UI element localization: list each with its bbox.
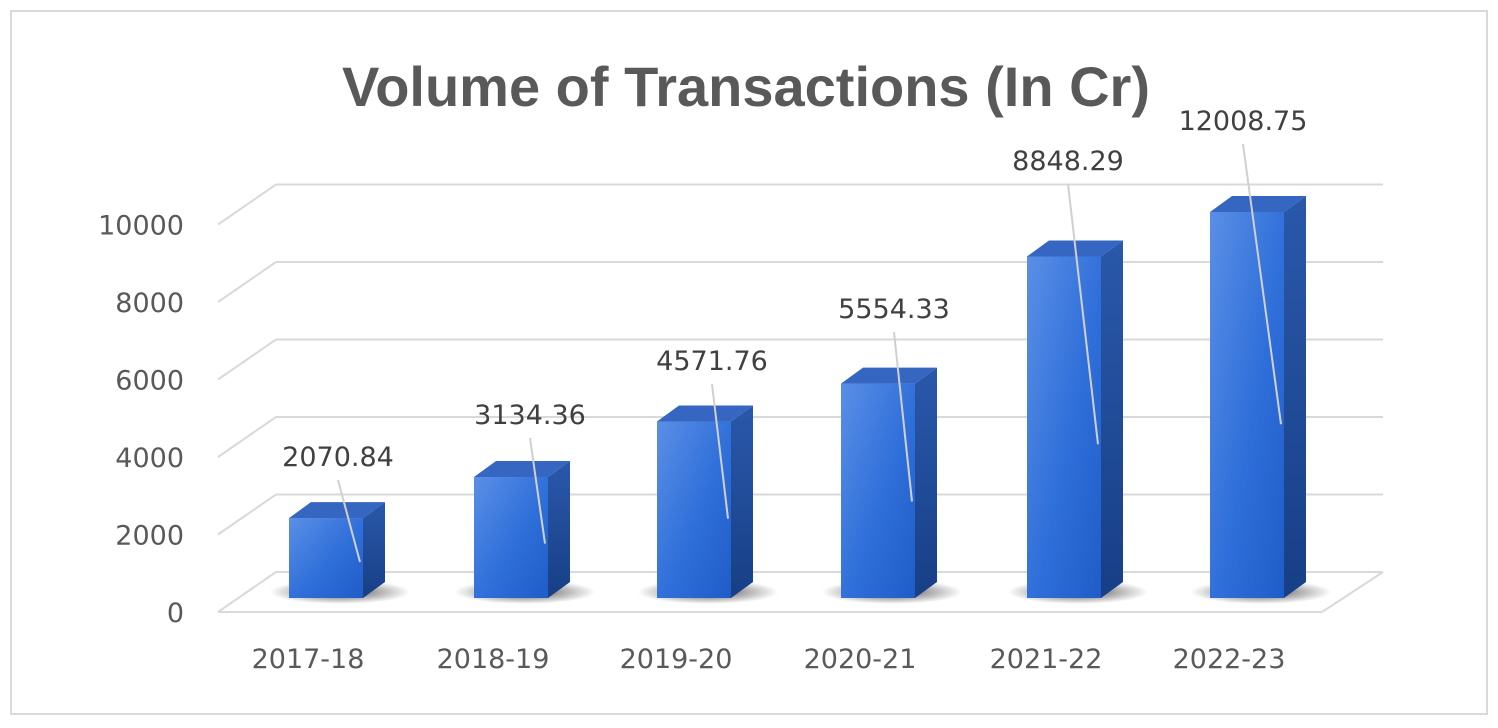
leader-line [1242, 143, 1282, 425]
leader-line [1067, 183, 1099, 445]
gridlines [217, 183, 1384, 613]
bar-side [731, 405, 753, 598]
bar [821, 367, 963, 604]
bar-top [474, 461, 570, 478]
y-tick-label: 10000 [98, 211, 184, 242]
leader-line [711, 383, 729, 519]
x-tick-label: 2019-20 [620, 644, 733, 675]
y-tick-label: 4000 [115, 443, 184, 474]
bar-top [289, 502, 385, 519]
bar-top [657, 405, 753, 422]
floor-edge-side [1321, 571, 1384, 613]
y-tick-label: 0 [167, 598, 184, 629]
gridline-diagonal [217, 571, 277, 613]
x-tick-label: 2022-23 [1173, 644, 1286, 675]
data-label: 3134.36 [474, 400, 586, 431]
bar-front [657, 421, 731, 598]
leader-line [337, 479, 361, 563]
bar [454, 461, 596, 604]
bar [269, 502, 411, 604]
data-label: 12008.75 [1179, 106, 1308, 137]
leader-line [529, 437, 546, 544]
bar [637, 405, 779, 604]
gridline-diagonal [217, 493, 277, 536]
bar-side [363, 502, 385, 598]
data-label: 8848.29 [1012, 146, 1124, 177]
gridline-diagonal [217, 183, 277, 226]
bars [269, 196, 1332, 604]
chart-title: Volume of Transactions (In Cr) [342, 55, 1150, 118]
leader-line [893, 331, 913, 502]
bar-side [915, 367, 937, 598]
y-tick-label: 2000 [115, 521, 184, 552]
x-axis-categories: 2017-18 2018-19 2019-20 2020-21 2021-22 2022-… [252, 644, 1286, 675]
bar [1190, 196, 1332, 604]
y-tick-label: 8000 [115, 288, 184, 319]
bar-front [1210, 212, 1284, 598]
data-label: 5554.33 [838, 294, 950, 325]
data-label: 4571.76 [656, 346, 768, 377]
bar-front [474, 477, 548, 598]
bar-side [1284, 196, 1306, 598]
bar-front [1027, 256, 1101, 598]
x-tick-label: 2021-22 [990, 644, 1103, 675]
bar-front [289, 518, 363, 598]
bar-side [1101, 240, 1123, 599]
bar [1007, 240, 1149, 604]
x-tick-label: 2017-18 [252, 644, 365, 675]
y-tick-label: 6000 [115, 366, 184, 397]
x-tick-label: 2018-19 [437, 644, 550, 675]
y-axis-ticks: 0 2000 4000 6000 8000 10000 [98, 211, 184, 630]
x-tick-label: 2020-21 [804, 644, 917, 675]
bar-top [841, 367, 937, 384]
gridline-diagonal [217, 416, 277, 458]
data-label: 2070.84 [282, 442, 394, 473]
bar-side [548, 461, 570, 598]
gridline-diagonal [217, 338, 277, 381]
gridline-diagonal [217, 261, 277, 303]
data-labels: 2070.84 3134.36 4571.76 5554.33 8848.29 12008… [282, 106, 1308, 563]
bar-top [1210, 196, 1306, 212]
bar-front [841, 383, 915, 598]
